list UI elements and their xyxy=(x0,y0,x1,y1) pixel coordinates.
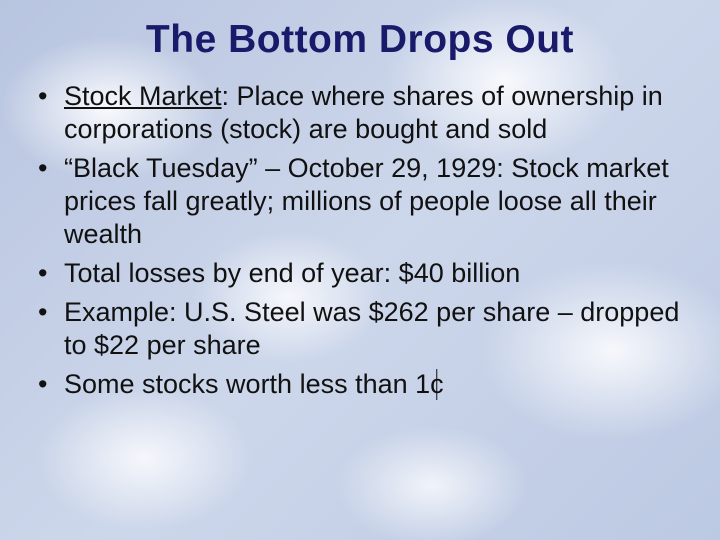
slide-title: The Bottom Drops Out xyxy=(30,18,690,62)
bullet-text: Some stocks worth less than 1 xyxy=(64,369,430,399)
bullet-list: Stock Market: Place where shares of owne… xyxy=(30,80,690,400)
bullet-item: Stock Market: Place where shares of owne… xyxy=(30,80,690,146)
bullet-text: Example: U.S. Steel was $262 per share –… xyxy=(64,297,679,360)
bullet-item: Total losses by end of year: $40 billion xyxy=(30,257,690,290)
bullet-item: Some stocks worth less than 1c xyxy=(30,368,690,401)
underlined-term: Stock Market xyxy=(64,81,222,111)
bullet-text: Total losses by end of year: $40 billion xyxy=(64,258,520,288)
bullet-item: “Black Tuesday” – October 29, 1929: Stoc… xyxy=(30,152,690,251)
bullet-text: “Black Tuesday” – October 29, 1929: Stoc… xyxy=(64,153,669,249)
bullet-item: Example: U.S. Steel was $262 per share –… xyxy=(30,296,690,362)
slide: The Bottom Drops Out Stock Market: Place… xyxy=(0,0,720,540)
cent-symbol: c xyxy=(430,368,444,401)
